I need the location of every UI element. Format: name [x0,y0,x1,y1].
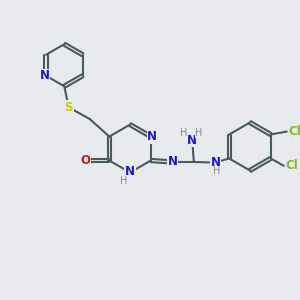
Text: H: H [120,176,127,186]
Text: N: N [40,69,50,82]
Text: Cl: Cl [289,125,300,138]
Text: N: N [187,134,197,147]
Text: H: H [195,128,202,138]
Text: N: N [147,130,157,143]
Text: H: H [213,166,220,176]
Text: N: N [125,165,135,178]
Text: Cl: Cl [286,159,298,172]
Text: H: H [181,128,188,138]
Text: S: S [64,101,73,114]
Text: N: N [168,155,178,169]
Text: N: N [210,156,220,169]
Text: O: O [80,154,90,167]
